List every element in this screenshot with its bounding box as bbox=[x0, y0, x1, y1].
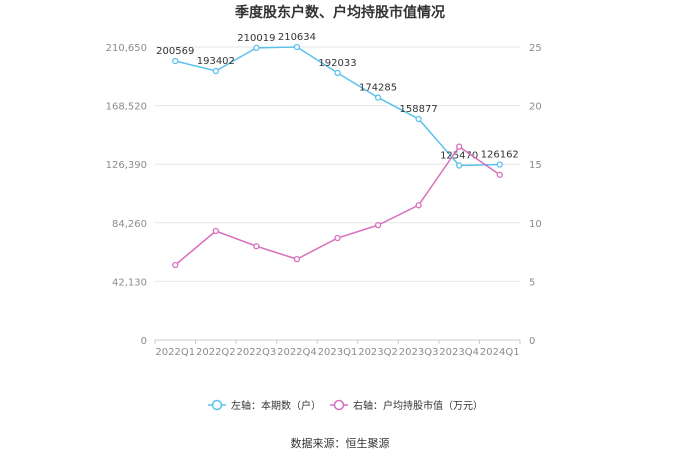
legend-label: 左轴：本期数（户） bbox=[231, 399, 321, 412]
left-tick-label: 168,520 bbox=[106, 102, 147, 113]
data-point[interactable] bbox=[374, 94, 382, 101]
grid bbox=[155, 46, 520, 341]
data-point[interactable] bbox=[253, 44, 260, 52]
data-point[interactable] bbox=[415, 115, 422, 123]
data-point[interactable] bbox=[253, 243, 260, 250]
legend[interactable]: 左轴：本期数（户） 右轴：户均持股市值（万元） bbox=[208, 399, 483, 412]
data-label: 158877 bbox=[400, 104, 438, 115]
legend-marker bbox=[211, 399, 223, 411]
x-tick-label: 2023Q1 bbox=[318, 347, 358, 358]
left-tick-label: 84,260 bbox=[112, 219, 147, 230]
right-tick-label: 10 bbox=[529, 219, 542, 230]
x-tick-label: 2022Q4 bbox=[277, 347, 317, 358]
data-point[interactable] bbox=[415, 202, 422, 209]
data-point[interactable] bbox=[212, 67, 219, 75]
data-label: 193402 bbox=[197, 56, 235, 67]
data-label: 192033 bbox=[318, 58, 356, 69]
data-label: 174285 bbox=[359, 83, 397, 94]
data-point[interactable] bbox=[172, 261, 179, 269]
data-point[interactable] bbox=[172, 57, 179, 65]
data-label: 200569 bbox=[156, 46, 194, 57]
right-tick-label: 25 bbox=[529, 43, 542, 54]
data-label: 125470 bbox=[440, 150, 478, 161]
data-point[interactable] bbox=[374, 221, 382, 229]
x-tick-label: 2022Q3 bbox=[237, 347, 277, 358]
right-tick-label: 5 bbox=[529, 277, 535, 288]
left-tick-label: 42,130 bbox=[112, 277, 147, 288]
right-tick-label: 0 bbox=[529, 336, 535, 347]
x-tick-label: 2022Q1 bbox=[155, 347, 195, 358]
right-tick-label: 15 bbox=[529, 160, 542, 171]
x-axis: 2022Q1 2022Q2 2022Q3 2022Q4 2023Q1 2023Q2 2023… bbox=[154, 340, 521, 358]
data-point[interactable] bbox=[293, 255, 301, 263]
x-tick-label: 2022Q2 bbox=[196, 347, 236, 358]
right-tick-label: 20 bbox=[529, 102, 542, 113]
legend-label: 右轴：户均持股市值（万元） bbox=[353, 399, 483, 412]
data-point[interactable] bbox=[456, 143, 463, 150]
chart-title: 季度股东户数、户均持股市值情况 bbox=[234, 4, 445, 21]
left-tick-label: 0 bbox=[141, 336, 147, 347]
data-point[interactable] bbox=[496, 161, 503, 168]
x-tick-label: 2023Q2 bbox=[358, 347, 398, 358]
x-tick-label: 2023Q3 bbox=[399, 347, 439, 358]
legend-marker bbox=[333, 399, 345, 411]
left-tick-label: 126,390 bbox=[106, 160, 147, 171]
series-avg-value bbox=[172, 143, 503, 269]
data-point[interactable] bbox=[293, 43, 301, 51]
left-tick-label: 210,650 bbox=[106, 43, 147, 54]
data-label: 210634 bbox=[278, 32, 316, 43]
legend-item[interactable]: 左轴：本期数（户） bbox=[208, 399, 321, 412]
x-tick-label: 2023Q4 bbox=[439, 347, 479, 358]
data-source: 数据来源：恒生聚源 bbox=[291, 436, 390, 450]
data-point[interactable] bbox=[212, 227, 219, 235]
data-label: 126162 bbox=[481, 150, 519, 161]
x-tick-label: 2024Q1 bbox=[480, 347, 520, 358]
data-point[interactable] bbox=[496, 171, 503, 178]
data-point[interactable] bbox=[334, 234, 341, 242]
data-label: 210019 bbox=[237, 33, 275, 44]
left-axis: 0 42,130 84,260 126,390 168,520 210,650 bbox=[106, 43, 147, 347]
data-point[interactable] bbox=[456, 162, 463, 169]
data-point[interactable] bbox=[334, 69, 341, 77]
right-axis: 0 5 10 15 20 25 bbox=[529, 43, 542, 347]
legend-item[interactable]: 右轴：户均持股市值（万元） bbox=[330, 399, 483, 412]
